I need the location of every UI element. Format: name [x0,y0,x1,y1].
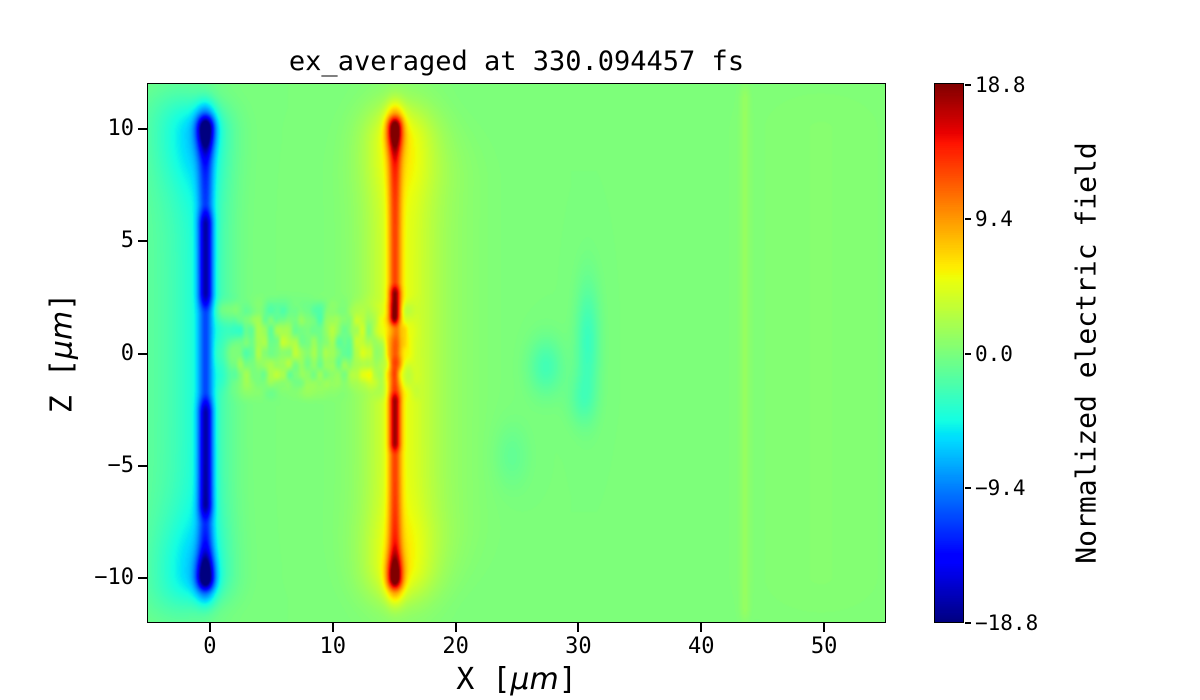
colorbar-tick-mark [965,352,971,355]
colorbar-tick-label: 0.0 [975,341,1013,366]
colorbar-canvas [935,84,963,622]
x-tick-label: 20 [442,633,469,659]
y-axis-label: Z [μm] [45,293,80,414]
y-axis-label-pre: Z [ [44,359,80,414]
heatmap-plot [147,83,886,623]
y-tick-label: −10 [94,564,134,590]
colorbar-tick-label: 9.4 [975,207,1013,231]
x-tick-label: 0 [203,633,217,659]
colorbar-tick-label: −9.4 [975,476,1026,500]
chart-title: ex_averaged at 330.094457 fs [288,46,745,77]
y-tick-mark [138,464,147,467]
x-tick-label: 30 [565,633,592,659]
colorbar-tick-mark [965,621,971,624]
x-tick-mark [454,622,457,632]
x-tick-label: 50 [810,633,838,659]
colorbar-tick-mark [965,487,971,489]
colorbar-tick-label: −18.8 [975,610,1039,635]
y-axis-label-unit: μm [44,310,80,360]
x-tick-label: 40 [688,633,715,659]
x-tick-mark [577,622,580,632]
x-tick-mark [331,622,334,632]
y-tick-label: 5 [120,228,134,254]
y-tick-label: −5 [107,452,135,478]
heatmap-canvas [148,84,885,622]
x-tick-mark [208,622,211,632]
colorbar [934,83,964,623]
y-tick-mark [138,240,147,243]
y-axis-label-post: ] [44,292,80,311]
y-tick-mark [138,128,147,131]
x-axis-label: X [μm] [148,662,885,697]
colorbar-tick-label: 18.8 [975,72,1026,97]
colorbar-label: Normalized electric field [1069,142,1103,564]
y-tick-mark [138,352,147,355]
x-axis-label-post: ] [558,662,577,697]
y-tick-mark [138,576,147,579]
colorbar-tick-mark [965,218,971,220]
x-tick-label: 10 [319,633,347,659]
colorbar-tick-mark [965,83,971,86]
x-axis-label-pre: X [ [456,662,511,697]
x-tick-mark [823,622,826,632]
x-axis-label-unit: μm [510,662,559,697]
y-tick-label: 10 [107,116,135,142]
x-tick-mark [700,622,703,632]
